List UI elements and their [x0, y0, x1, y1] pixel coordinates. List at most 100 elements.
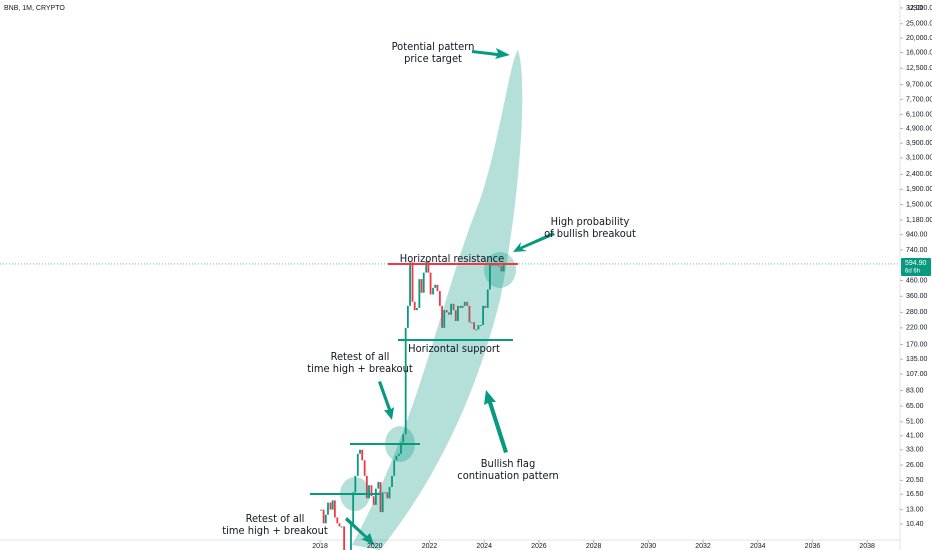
candle — [395, 455, 398, 461]
candle — [429, 272, 432, 295]
x-tick-label: 2030 — [641, 543, 657, 550]
candle — [470, 322, 473, 324]
candle — [331, 500, 334, 510]
candle — [324, 514, 327, 524]
candle — [425, 261, 428, 273]
candle — [468, 305, 471, 323]
y-tick-label: 1,900.00 — [906, 186, 932, 193]
y-tick-label: 41.00 — [906, 433, 924, 440]
y-tick-label: 3,100.00 — [906, 155, 932, 162]
candle — [338, 523, 341, 527]
y-tick-label: 740.00 — [906, 247, 928, 254]
y-tick-label: 32,000.00 — [906, 5, 932, 12]
candle — [420, 279, 423, 293]
candle — [486, 289, 489, 308]
candle — [484, 305, 487, 308]
y-tick-label: 83.00 — [906, 387, 924, 394]
candle — [333, 500, 336, 518]
candle — [482, 305, 485, 326]
target-ellipse — [352, 50, 523, 550]
y-tick-label: 460.00 — [906, 277, 928, 284]
candle — [350, 524, 352, 550]
y-tick-label: 26.00 — [906, 462, 924, 469]
candle — [436, 284, 439, 292]
y-tick-label: 16.50 — [906, 491, 924, 498]
annotation: continuation pattern — [457, 469, 558, 482]
symbol: BNB, 1M, CRYPTO — [4, 5, 65, 12]
currency: USD — [908, 5, 923, 12]
y-tick-label: 20.50 — [906, 477, 924, 484]
candle — [372, 496, 375, 505]
annotation: Bullish flag — [481, 457, 535, 470]
candle — [406, 305, 409, 328]
y-tick-label: 20,000.00 — [906, 35, 932, 42]
annotation: Potential pattern — [392, 40, 475, 53]
y-tick-label: 360.00 — [906, 293, 928, 300]
x-tick-label: 2026 — [531, 543, 547, 550]
y-tick-label: 6,100.00 — [906, 111, 932, 118]
candle — [450, 303, 452, 315]
annotation: of bullish breakout — [544, 227, 636, 240]
annotation: price target — [404, 52, 462, 65]
candle — [434, 284, 437, 288]
candle — [413, 301, 416, 311]
candle — [379, 481, 382, 513]
candle — [432, 287, 434, 295]
candle — [477, 325, 480, 330]
candle — [386, 492, 389, 499]
candle — [359, 449, 361, 454]
annotation: Horizontal resistance — [400, 252, 504, 265]
candle — [374, 488, 377, 505]
candle — [397, 453, 400, 456]
annotation: time high + breakout — [222, 524, 328, 537]
y-tick-label: 2,400.00 — [906, 171, 932, 178]
x-tick-label: 2036 — [805, 543, 821, 550]
candle — [340, 526, 343, 528]
y-tick-label: 16,000.00 — [906, 49, 932, 56]
candle — [438, 291, 441, 306]
candle — [491, 264, 494, 266]
candle — [454, 310, 457, 321]
y-tick-label: 940.00 — [906, 231, 928, 238]
candle — [415, 307, 418, 311]
y-tick-label: 25,000.00 — [906, 21, 932, 28]
y-tick-label: 280.00 — [906, 309, 928, 316]
y-tick-label: 9,700.00 — [906, 81, 932, 88]
candle — [473, 322, 475, 330]
y-tick-label: 33.00 — [906, 447, 924, 454]
candle — [343, 526, 346, 550]
candle — [377, 481, 380, 489]
candle — [498, 265, 500, 267]
candle — [489, 264, 491, 290]
y-tick-label: 1,500.00 — [906, 201, 932, 208]
y-tick-label: 13.00 — [906, 506, 924, 513]
x-tick-label: 2018 — [312, 543, 328, 550]
candle — [336, 517, 339, 524]
candle — [363, 460, 366, 476]
y-tick-label: 220.00 — [906, 325, 928, 332]
candle — [388, 486, 391, 499]
y-tick-label: 4,900.00 — [906, 125, 932, 132]
candle — [445, 310, 448, 313]
x-tick-label: 2028 — [586, 543, 602, 550]
candle — [500, 266, 503, 272]
candle — [329, 502, 332, 510]
x-tick-label: 2020 — [367, 543, 383, 550]
candle — [384, 492, 387, 494]
y-tick-label: 107.00 — [906, 371, 928, 378]
y-tick-label: 1,180.00 — [906, 217, 932, 224]
candle — [322, 509, 325, 524]
x-tick-label: 2038 — [859, 543, 875, 550]
candle — [427, 261, 430, 273]
candle — [422, 272, 425, 293]
arrows — [345, 48, 555, 545]
candle — [459, 305, 462, 308]
x-tick-label: 2022 — [422, 543, 438, 550]
candle — [411, 262, 414, 302]
annotation: time high + breakout — [307, 362, 413, 375]
y-tick-label: 51.00 — [906, 419, 924, 426]
countdown: 6d 6h — [905, 269, 920, 275]
candle — [409, 262, 411, 306]
